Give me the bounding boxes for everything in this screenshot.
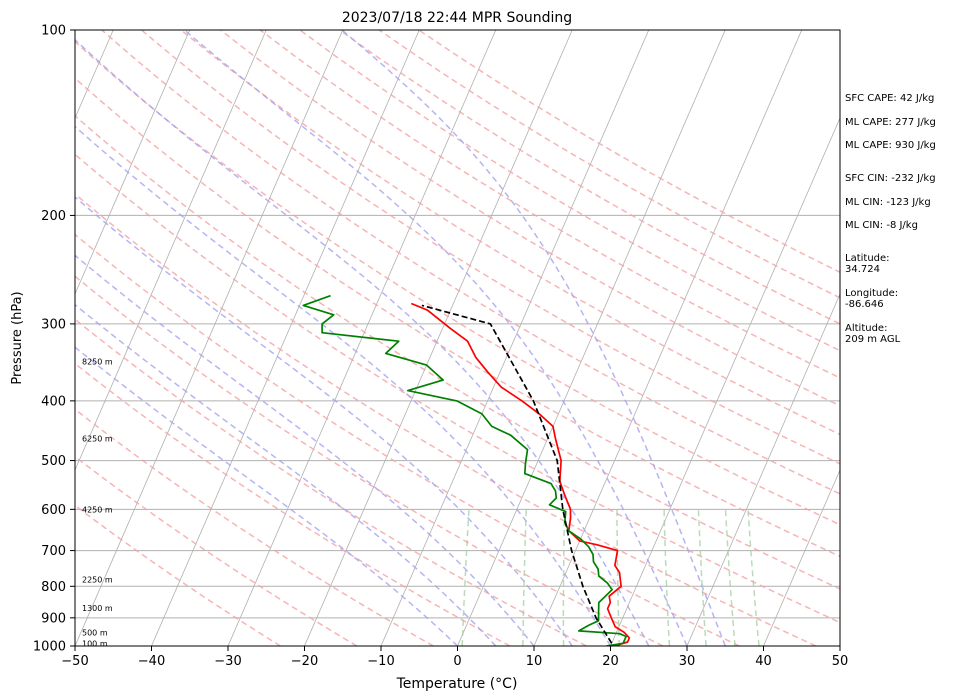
parcel-profile [421,304,613,644]
mixing-ratio-line [461,509,470,646]
x-tick-label: 0 [453,654,461,669]
isotherm-line [533,30,803,646]
height-label: 2250 m [82,576,113,585]
y-tick-label: 800 [41,580,66,595]
x-tick-label: −20 [291,654,318,669]
y-tick-label: 600 [41,503,66,518]
altitude-label: Altitude: 209 m AGL [845,323,901,345]
x-tick-label: 10 [526,654,543,669]
dry-adiabat [140,30,840,465]
dry-adiabat [75,318,587,646]
dry-adiabat [75,77,840,558]
isotherm-line [151,30,420,646]
isotherm-line [75,30,267,472]
height-label: 100 m [82,639,108,648]
dry-adiabat [378,30,840,299]
isotherm-line [457,30,726,646]
height-label: 8250 m [82,357,113,366]
y-tick-label: 700 [41,544,66,559]
y-tick-label: 900 [41,611,66,626]
moist-adiabat [75,125,612,646]
isotherm-line [75,30,191,296]
moist-adiabat [183,30,688,646]
dry-adiabat [101,30,840,495]
moist-adiabat [75,38,650,646]
sfc-cape-label: SFC CAPE: 42 J/kg [845,93,935,104]
height-label: 4250 m [82,505,113,514]
moist-adiabat [75,254,535,646]
x-axis-label: Temperature (°C) [396,676,518,692]
x-tick-label: −50 [61,654,88,669]
moist-adiabat [75,196,573,646]
x-tick-label: −10 [367,654,394,669]
ml-cape-1-label: ML CAPE: 277 J/kg [845,117,936,128]
mixing-ratio-line [663,509,671,646]
y-tick-label: 100 [41,24,66,39]
plot-frame [74,29,841,647]
height-label: 6250 m [82,434,113,443]
x-tick-label: 40 [755,654,772,669]
chart-title: 2023/07/18 22:44 MPR Sounding [342,10,572,26]
x-tick-label: −40 [138,654,165,669]
isotherm-line [763,468,840,646]
dry-adiabat [75,408,434,646]
moist-adiabat [341,30,726,646]
x-tick-label: 20 [602,654,619,669]
dry-adiabat [75,362,511,646]
height-label: 500 m [82,628,108,637]
dewpoint-profile [302,294,627,646]
moist-adiabat [75,303,497,646]
dry-adiabat [75,153,840,624]
x-tick-label: −30 [214,654,241,669]
isotherm-line [304,30,573,646]
mixing-ratio-line [616,509,621,646]
dry-adiabat [75,192,817,646]
sfc-cin-label: SFC CIN: -232 J/kg [845,173,936,184]
latitude-label: Latitude: 34.724 [845,253,890,275]
isotherm-line [686,292,840,646]
y-tick-label: 400 [41,394,66,409]
dry-adiabat [75,504,281,646]
mixing-ratio-line [697,509,707,646]
y-axis-label: Pressure (hPa) [10,291,25,384]
ml-cin-2-label: ML CIN: -8 J/kg [845,220,918,231]
dry-adiabat [299,30,840,352]
dry-adiabat [75,114,840,590]
y-tick-label: 200 [41,209,66,224]
ml-cape-2-label: ML CAPE: 930 J/kg [845,140,936,151]
isotherm-line [227,30,497,646]
mixing-ratio-line [522,509,528,646]
x-tick-label: 50 [832,654,849,669]
mixing-ratio-line [724,509,736,646]
longitude-label: Longitude: -86.646 [845,288,899,310]
moist-adiabat [75,346,459,646]
y-tick-label: 300 [41,317,66,332]
dry-adiabat [75,275,664,646]
isotherm-line [380,30,650,646]
mixing-ratio-line [747,509,760,646]
dry-adiabat [259,30,840,379]
y-tick-label: 500 [41,454,66,469]
x-tick-label: 30 [679,654,696,669]
dry-adiabat [75,455,358,646]
isotherm-line [610,116,840,646]
y-tick-label: 1000 [33,640,66,655]
height-label: 1300 m [82,604,113,613]
ml-cin-1-label: ML CIN: -123 J/kg [845,197,931,208]
